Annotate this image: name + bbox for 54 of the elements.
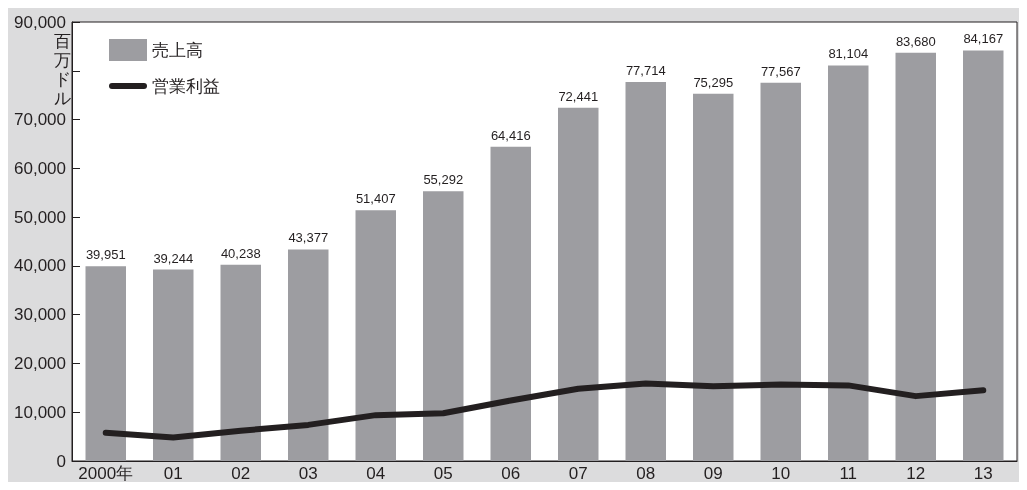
bar <box>153 269 194 461</box>
x-tick-label: 11 <box>839 464 858 483</box>
x-tick-label: 05 <box>433 464 453 483</box>
data-label: 83,680 <box>895 33 936 49</box>
data-label: 84,167 <box>963 31 1004 47</box>
x-tick-label: 03 <box>298 464 318 483</box>
x-tick-label: 10 <box>771 464 791 483</box>
data-label: 51,407 <box>355 191 396 207</box>
data-label: 55,292 <box>423 172 464 188</box>
y-tick-label: 60,000 <box>14 158 66 178</box>
bar <box>558 107 599 461</box>
x-tick-label: 12 <box>906 464 926 483</box>
bar <box>895 52 936 461</box>
y-tick-label: 50,000 <box>14 207 66 227</box>
y-tick-label: 70,000 <box>14 110 66 130</box>
x-tick-label: 13 <box>973 464 993 483</box>
bar <box>693 93 734 461</box>
data-label: 72,441 <box>558 88 599 104</box>
y-tick-label: 20,000 <box>14 353 66 373</box>
bar <box>355 210 396 461</box>
x-tick-label: 06 <box>501 464 521 483</box>
data-label: 77,714 <box>625 62 666 78</box>
legend-label: 売上高 <box>152 40 203 60</box>
bar <box>220 264 261 461</box>
x-tick-label: 02 <box>231 464 251 483</box>
data-label: 75,295 <box>693 74 734 90</box>
bar <box>288 249 329 461</box>
data-label: 39,244 <box>153 250 194 266</box>
bar <box>423 191 464 461</box>
legend-label: 営業利益 <box>152 76 220 96</box>
bar <box>760 82 801 461</box>
data-label: 64,416 <box>490 127 531 143</box>
x-tick-label: 2000年 <box>78 464 134 483</box>
x-tick-label: 01 <box>163 464 183 483</box>
bar <box>625 81 666 461</box>
y-tick-label: 0 <box>56 451 66 471</box>
bar <box>963 50 1004 461</box>
data-label: 39,951 <box>85 247 126 263</box>
x-tick-label: 04 <box>366 464 386 483</box>
x-tick-label: 08 <box>636 464 656 483</box>
bar <box>490 146 531 461</box>
y-tick-label: 40,000 <box>14 256 66 276</box>
data-label: 81,104 <box>828 46 869 62</box>
x-tick-label: 09 <box>703 464 723 483</box>
y-axis-title: 百万ドル <box>54 32 71 108</box>
y-tick-label: 10,000 <box>14 402 66 422</box>
bar <box>828 65 869 461</box>
bar <box>85 266 126 461</box>
y-tick-label: 90,000 <box>14 12 66 32</box>
data-label: 40,238 <box>220 245 261 261</box>
data-label: 43,377 <box>288 230 329 246</box>
data-label: 77,567 <box>760 63 801 79</box>
x-tick-label: 07 <box>568 464 588 483</box>
y-tick-label: 30,000 <box>14 305 66 325</box>
